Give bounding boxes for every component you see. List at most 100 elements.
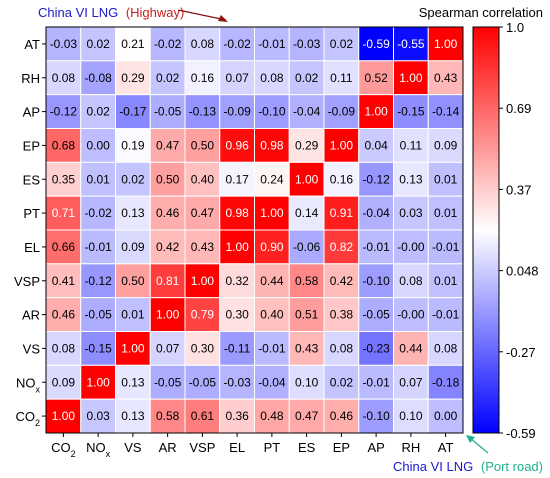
cell-value-label: 0.09 — [434, 138, 458, 152]
cell-value-label: 0.11 — [330, 71, 353, 85]
heatmap-cell — [323, 297, 360, 332]
cell-value-label: 0.01 — [434, 206, 458, 220]
cell-value-label: -0.10 — [258, 105, 286, 119]
cell-value-label: -0.09 — [328, 105, 356, 119]
heatmap-cell — [393, 398, 429, 434]
cell-value-label: 0.08 — [52, 341, 76, 355]
cell-value-label: 0.29 — [121, 71, 145, 85]
cell-value-label: 1.00 — [121, 341, 145, 355]
colorbar-tick-label: -0.27 — [506, 345, 536, 360]
cell-value-label: 1.00 — [52, 409, 76, 423]
heatmap-cell — [254, 161, 290, 197]
cell-value-label: 0.38 — [330, 308, 354, 322]
x-axis-labels: CO2 NOx VS AR VSP EL PT ES EP AP RH AT — [51, 433, 454, 459]
heatmap-cell — [323, 364, 360, 400]
cell-value-label: 1.00 — [225, 240, 249, 254]
cell-value-label: -0.01 — [84, 240, 112, 254]
heatmap-cell — [288, 195, 325, 231]
heatmap-cell — [254, 60, 290, 96]
cell-value-label: -0.01 — [362, 240, 390, 254]
cell-value-label: 0.01 — [434, 274, 458, 288]
heatmap-cell — [323, 128, 360, 163]
x-tick-label: EL — [229, 440, 245, 455]
cell-value-label: 0.29 — [295, 138, 319, 152]
cell-value-label: 1.00 — [295, 172, 319, 186]
heatmap-cell — [358, 60, 394, 96]
highway-label-suffix: (Highway) — [126, 5, 185, 20]
x-tick-label: ES — [298, 440, 316, 455]
heatmap-cell — [219, 26, 255, 62]
y-tick-label: EP — [23, 138, 40, 153]
heatmap-cell — [45, 364, 82, 400]
heatmap-cell — [219, 229, 255, 265]
cell-value-label: 0.08 — [191, 37, 215, 51]
port-road-arrowhead — [466, 435, 475, 443]
cell-value-label: 0.08 — [52, 71, 76, 85]
heatmap-cell — [427, 364, 464, 400]
heatmap-cell — [184, 161, 221, 197]
cell-value-label: 0.07 — [399, 375, 423, 389]
heatmap-cell — [254, 94, 290, 129]
cell-value-label: 0.91 — [330, 206, 354, 220]
heatmap-cell — [45, 161, 82, 197]
x-tick-label: EP — [333, 440, 350, 455]
heatmap-frame — [45, 26, 464, 434]
heatmap-cell — [115, 297, 151, 332]
cell-value-label: -0.05 — [189, 375, 217, 389]
heatmap-cell — [80, 331, 116, 366]
port-road-label-prefix: China VI LNG — [393, 459, 473, 474]
heatmap-cell — [219, 128, 255, 163]
cell-value-label: -0.55 — [397, 37, 425, 51]
y-tick-label: EL — [24, 240, 40, 255]
cell-value-label: -0.14 — [432, 105, 460, 119]
heatmap-cell — [427, 128, 464, 163]
x-tick-label: AT — [438, 440, 454, 455]
cell-value-label: 0.02 — [121, 172, 145, 186]
x-tick-label: AR — [159, 440, 177, 455]
cell-value-label: -0.02 — [84, 206, 112, 220]
heatmap-cell — [45, 195, 82, 231]
heatmap-cell — [288, 60, 325, 96]
heatmap-cell — [323, 229, 360, 265]
cell-value-label: -0.17 — [119, 105, 147, 119]
heatmap-cell — [219, 195, 255, 231]
cell-value-label: 0.47 — [191, 206, 215, 220]
y-axis-labels: AT RH AP EP ES PT EL VSP AR VS NOx CO2 — [14, 37, 46, 428]
heatmap-cells: -0.03 0.02 0.21 -0.02 0.08 -0.02 -0.01 -0.03 0.0… — [45, 26, 464, 434]
cell-value-label: 0.50 — [191, 138, 215, 152]
cell-value-label: 0.50 — [156, 172, 180, 186]
heatmap-cell — [254, 263, 290, 299]
highway-label: China VI LNG (Highway) — [38, 5, 184, 20]
heatmap-cell — [427, 195, 464, 231]
cell-value-label: 0.01 — [86, 172, 110, 186]
cell-value-label: -0.10 — [362, 409, 390, 423]
cell-value-label: -0.05 — [362, 308, 390, 322]
heatmap-cell — [254, 229, 290, 265]
heatmap-cell — [358, 26, 394, 62]
heatmap-cell — [115, 94, 151, 129]
cell-value-label: -0.23 — [362, 341, 390, 355]
heatmap-cell — [427, 26, 464, 62]
colorbar-title: Spearman correlation — [419, 5, 543, 20]
cell-value-label: 0.08 — [399, 274, 423, 288]
cell-value-label: -0.05 — [84, 308, 112, 322]
cell-value-label: 0.40 — [191, 172, 215, 186]
heatmap-cell — [358, 128, 394, 163]
cell-value-label: 0.35 — [52, 172, 76, 186]
heatmap-cell — [80, 398, 116, 434]
cell-value-label: -0.12 — [50, 105, 78, 119]
x-tick-label: PT — [264, 440, 281, 455]
heatmap-cell — [115, 263, 151, 299]
cell-value-label: -0.00 — [397, 308, 425, 322]
heatmap-cell — [358, 229, 394, 265]
cell-value-label: 0.43 — [191, 240, 215, 254]
cell-value-label: 1.00 — [86, 375, 110, 389]
cell-value-label: 0.81 — [156, 274, 180, 288]
heatmap-cell — [80, 229, 116, 265]
heatmap-cell — [115, 161, 151, 197]
cell-value-label: 0.46 — [52, 308, 76, 322]
cell-value-label: 1.00 — [399, 71, 423, 85]
heatmap-cell — [288, 297, 325, 332]
cell-value-label: 0.10 — [295, 375, 319, 389]
cell-value-label: 0.66 — [52, 240, 76, 254]
